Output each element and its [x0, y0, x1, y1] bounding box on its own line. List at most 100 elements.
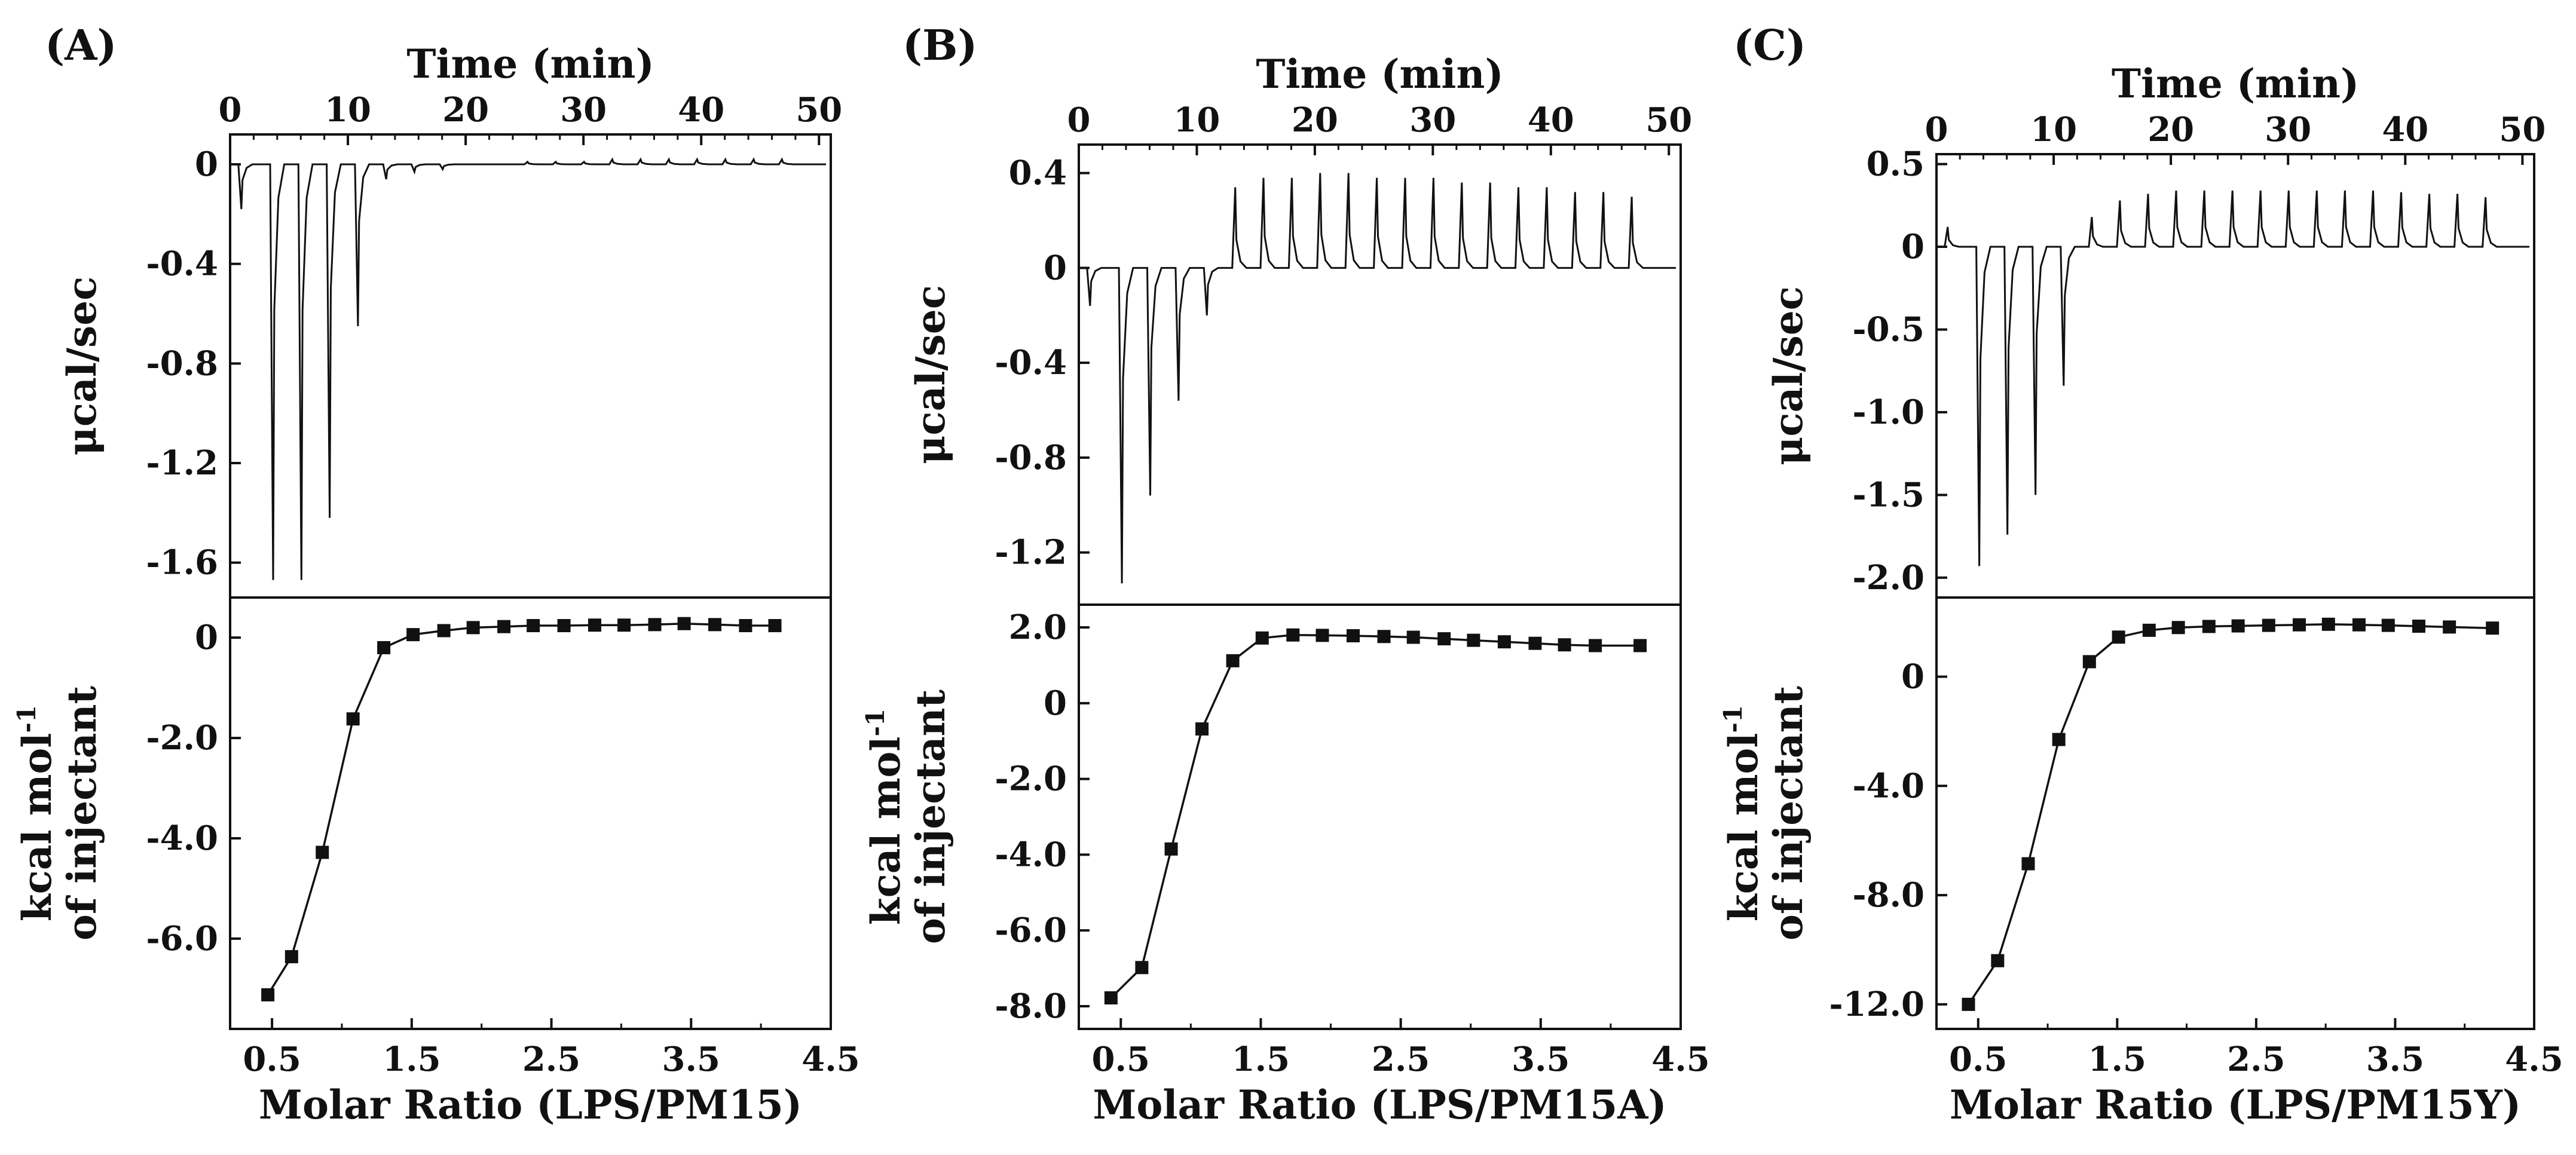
- data-point: [1255, 631, 1269, 645]
- data-point: [1528, 636, 1542, 650]
- panel-a: (A) 0 10 20 30 40 50 Time (min) 0 -0.4 -0.8 -1.2 -1.…: [12, 20, 860, 1128]
- power-tick-label: -0.4: [995, 343, 1067, 382]
- data-point: [377, 641, 391, 654]
- power-axis-title: μcal/sec: [907, 285, 954, 464]
- data-point: [527, 619, 540, 633]
- time-tick-label: 40: [678, 90, 724, 130]
- heat-axis-title: kcal mol-1 of injectant: [1718, 685, 1812, 940]
- data-point: [2021, 857, 2035, 871]
- time-axis-title: Time (min): [2112, 60, 2359, 107]
- data-point: [768, 619, 782, 633]
- data-point: [2171, 621, 2185, 635]
- power-tick-label: -1.6: [146, 543, 218, 583]
- ratio-tick-label: 4.5: [2505, 1040, 2563, 1079]
- power-tick-label: -0.8: [995, 438, 1067, 477]
- heat-tick-label: -12.0: [1829, 985, 1925, 1024]
- data-point: [1286, 628, 1300, 642]
- time-tick-label: 50: [2499, 110, 2546, 149]
- data-point: [2486, 621, 2499, 635]
- power-tick-label: 0: [1044, 248, 1067, 287]
- time-tick-label: 30: [1409, 100, 1456, 140]
- data-point: [466, 621, 480, 635]
- data-point: [261, 988, 275, 1001]
- power-tick-label: -0.5: [1852, 310, 1925, 349]
- data-point: [1135, 961, 1149, 975]
- time-tick-label: 30: [560, 90, 607, 130]
- time-tick-label: 10: [1173, 100, 1220, 140]
- power-tick-label: -1.0: [1852, 393, 1925, 432]
- data-point: [406, 628, 420, 642]
- data-point: [1406, 630, 1420, 644]
- data-point: [2292, 618, 2306, 632]
- data-point: [1195, 722, 1209, 736]
- heat-axis-title-line1: kcal mol-1: [12, 705, 60, 921]
- data-point: [1467, 633, 1480, 647]
- data-point: [2231, 619, 2245, 633]
- plot-frame: [1078, 143, 1682, 1030]
- power-tick-label: -1.2: [995, 533, 1067, 572]
- ratio-tick-label: 1.5: [2088, 1040, 2146, 1079]
- heat-tick-label: 2.0: [1009, 608, 1067, 647]
- plot-frame: [229, 133, 832, 1030]
- data-point: [557, 619, 571, 633]
- power-tick-label: -1.2: [146, 443, 218, 483]
- data-point: [2262, 618, 2275, 632]
- data-point: [1315, 629, 1329, 642]
- power-axis-title: μcal/sec: [1765, 286, 1812, 465]
- heat-tick-label: -4.0: [1852, 766, 1925, 805]
- data-point: [2352, 618, 2366, 632]
- time-axis-title: Time (min): [406, 41, 654, 87]
- time-tick-label: 30: [2265, 110, 2311, 149]
- ratio-tick-label: 0.5: [243, 1040, 301, 1079]
- data-point: [739, 619, 752, 633]
- heat-axis-title-line2: of injectant: [1765, 685, 1812, 940]
- data-point: [2412, 619, 2425, 633]
- thermogram-trace: [1086, 173, 1676, 584]
- panel-label: (C): [1733, 20, 1806, 70]
- time-tick-label: 40: [1528, 100, 1574, 140]
- data-point: [2202, 620, 2216, 633]
- data-point: [2142, 623, 2156, 637]
- heat-tick-label: -4.0: [995, 835, 1067, 874]
- data-point: [1558, 638, 1571, 652]
- data-point: [346, 712, 360, 726]
- heat-axis-title-line1: kcal mol-1: [861, 709, 909, 925]
- time-tick-label: 0: [1067, 100, 1091, 140]
- heat-axis-unit: kcal mol: [1720, 733, 1767, 921]
- data-point: [1589, 639, 1602, 652]
- ratio-tick-label: 0.5: [1949, 1040, 2007, 1079]
- ratio-tick-label: 3.5: [1512, 1040, 1570, 1079]
- heat-tick-label: -2.0: [146, 718, 218, 758]
- data-point: [677, 617, 691, 630]
- ratio-tick-label: 4.5: [801, 1040, 859, 1079]
- power-tick-label: 0.4: [1009, 154, 1067, 193]
- data-point: [1347, 629, 1360, 642]
- data-point: [316, 845, 329, 859]
- time-tick-label: 20: [442, 90, 489, 130]
- data-point: [2381, 618, 2395, 632]
- power-tick-label: -2.0: [1852, 558, 1925, 598]
- heat-axis-title-line2: of injectant: [59, 685, 105, 940]
- data-point: [2082, 655, 2096, 669]
- data-point: [1164, 842, 1178, 856]
- data-point: [437, 624, 451, 638]
- power-tick-label: -0.4: [146, 244, 218, 284]
- fit-line: [1110, 633, 1641, 999]
- data-point: [1497, 635, 1511, 649]
- heat-axis-title-line2: of injectant: [907, 689, 954, 944]
- time-tick-label: 20: [2147, 110, 2194, 149]
- heat-tick-label: 0: [195, 618, 218, 657]
- panel-label: (B): [902, 20, 977, 70]
- ratio-tick-label: 2.5: [2227, 1040, 2285, 1079]
- thermogram-trace: [237, 157, 826, 580]
- ratio-tick-label: 0.5: [1092, 1040, 1150, 1079]
- ratio-tick-label: 3.5: [2366, 1040, 2424, 1079]
- ratio-axis-title: Molar Ratio (LPS/PM15Y): [1950, 1082, 2521, 1128]
- ratio-tick-label: 2.5: [522, 1040, 580, 1079]
- data-point: [2443, 620, 2456, 634]
- ratio-tick-label: 1.5: [1232, 1040, 1290, 1079]
- heat-axis-superscript: -1: [12, 705, 41, 733]
- power-tick-label: 0: [195, 145, 218, 184]
- heat-tick-label: 0: [1044, 684, 1067, 723]
